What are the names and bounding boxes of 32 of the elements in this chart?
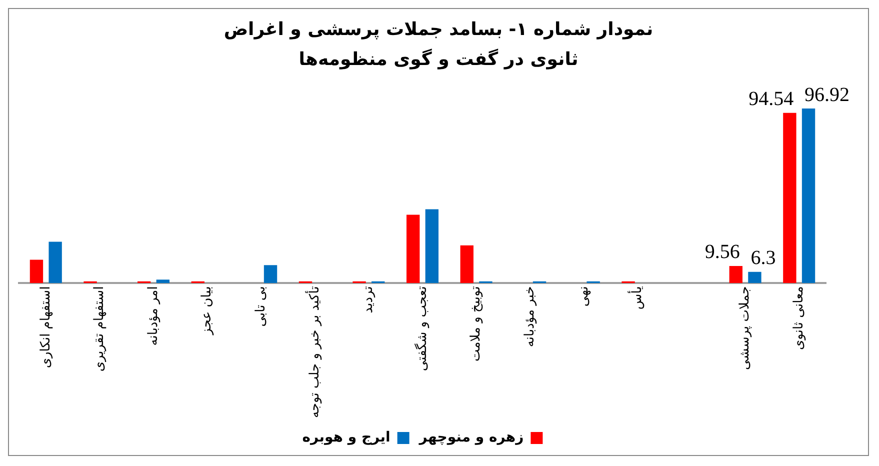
bar	[729, 266, 742, 284]
x-tick-label: بیان عجز	[200, 286, 215, 336]
chart-title: نمودار شماره ۱- بسامد جملات پرسشی و اغراض ثانوی در گفت و گوی منظومه‌ها	[222, 18, 654, 72]
bar	[48, 242, 62, 284]
bar	[802, 108, 816, 284]
x-tick-label: امر مؤدبانه	[146, 286, 161, 346]
bar	[264, 265, 278, 284]
data-label: 9.56	[704, 241, 740, 264]
x-tick-label: خبر مؤدبانه	[522, 286, 538, 348]
legend-label: ایرج و هوبره	[302, 430, 390, 446]
x-tick-label: تردید	[361, 286, 376, 314]
x-tick-label: استفهام تقریری	[92, 286, 108, 372]
bar	[156, 280, 170, 284]
data-label: 6.3	[750, 247, 776, 270]
legend-label: زهره و منوچهر	[418, 430, 524, 446]
data-label: 94.54	[748, 88, 794, 110]
bar	[460, 245, 474, 284]
bar	[425, 209, 439, 284]
x-tick-label: تعجب و شگفتی	[414, 286, 430, 372]
x-tick-label: یأس	[627, 286, 646, 310]
x-tick-label: معانی ثانوی	[791, 286, 806, 350]
bar	[783, 112, 796, 284]
bar	[748, 272, 762, 284]
x-tick-label: استفهام انکاری	[38, 286, 54, 368]
x-tick-label: بی تابی	[253, 286, 268, 327]
bar	[30, 260, 44, 284]
x-tick-label: جملات پرسشی	[738, 286, 753, 370]
data-label: 96.92	[804, 84, 850, 106]
bar	[406, 214, 420, 284]
x-tick-label: تأکید بر خبر و جلب توجه	[304, 286, 322, 418]
x-tick-label: نهی	[576, 286, 592, 307]
x-tick-label: توبیخ و ملامت	[468, 286, 484, 362]
